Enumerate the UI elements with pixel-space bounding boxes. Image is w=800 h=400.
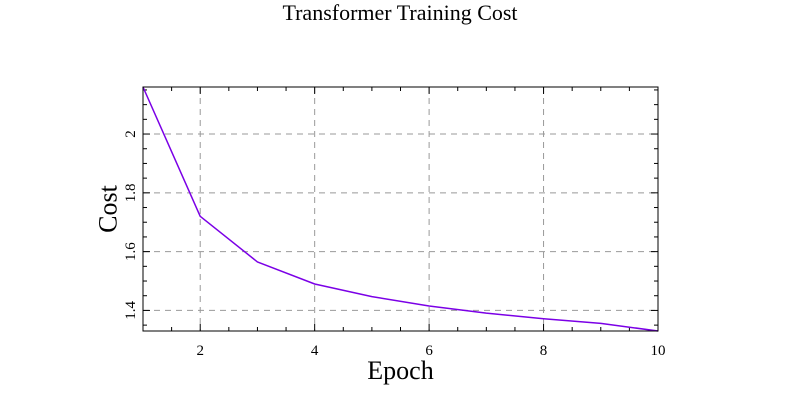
chart-title: Transformer Training Cost [282, 0, 518, 25]
y-tick-label: 1.6 [123, 242, 139, 261]
series-line [142, 86, 659, 332]
series-layer [142, 86, 659, 332]
x-tick-label: 10 [651, 343, 666, 359]
x-tick-label: 2 [196, 343, 204, 359]
y-axis-label: Cost [94, 184, 123, 232]
y-tick-label: 1.4 [123, 301, 139, 320]
grid-lines [143, 87, 658, 331]
plot-frame [142, 86, 659, 332]
x-axis-label: Epoch [367, 356, 433, 385]
x-tick-label: 8 [540, 343, 548, 359]
x-tick-labels: 2 4 6 8 10 [196, 343, 665, 359]
y-tick-label: 1.8 [123, 183, 139, 202]
x-tick-label: 6 [425, 343, 433, 359]
y-tick-labels: 1.4 1.6 1.8 2 [123, 130, 139, 320]
x-tick-label: 4 [311, 343, 319, 359]
axis-ticks [142, 87, 659, 331]
y-tick-label: 2 [123, 130, 139, 138]
